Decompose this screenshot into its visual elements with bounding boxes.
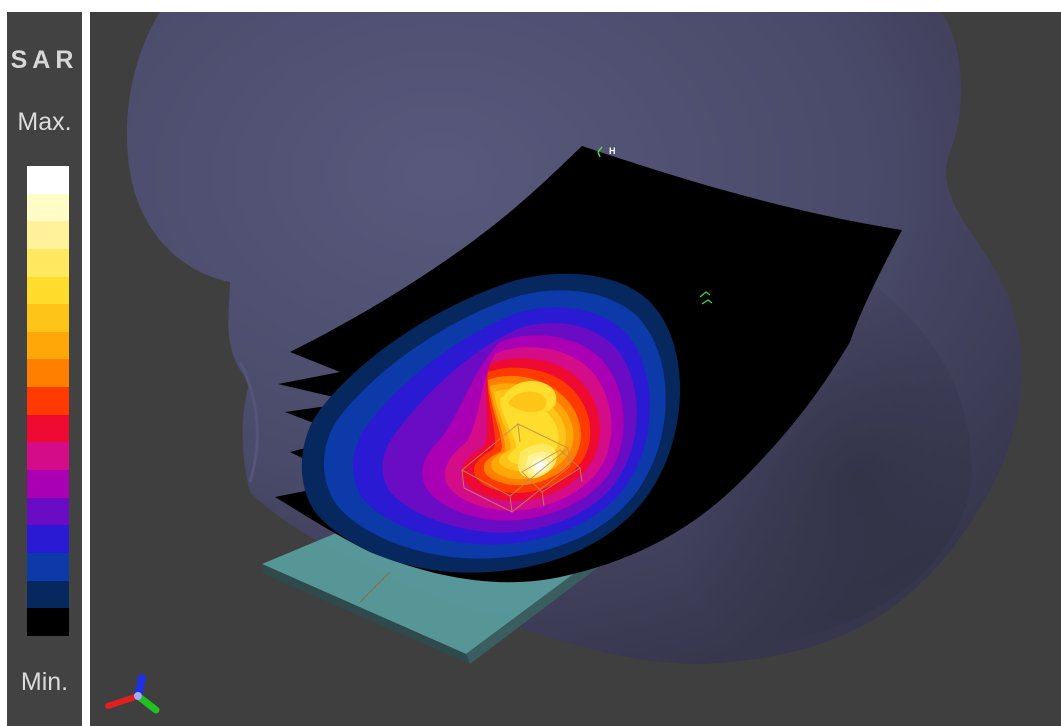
- sar-distribution: [301, 273, 680, 573]
- colorbar-swatch: [27, 193, 69, 222]
- orientation-axes-icon: [105, 674, 160, 714]
- colorbar-swatch: [27, 442, 69, 471]
- colorbar-swatch: [27, 552, 69, 581]
- 3d-viewport[interactable]: H: [90, 12, 1061, 726]
- svg-text:H: H: [609, 146, 616, 156]
- legend-min-label: Min.: [20, 668, 69, 696]
- colorbar-swatch: [27, 248, 69, 277]
- colorbar-swatch: [27, 221, 69, 249]
- colorbar-swatch: [27, 276, 69, 305]
- colorbar-swatch: [27, 497, 69, 526]
- colorbar-swatch: [27, 166, 69, 194]
- colorbar-swatch: [27, 331, 69, 360]
- reference-marker: H: [597, 146, 713, 305]
- scene-render: H: [105, 12, 1022, 714]
- colorbar-swatch: [27, 304, 69, 332]
- colorbar-swatch: [27, 470, 69, 498]
- colorbar-swatch: [27, 387, 69, 415]
- colorbar-swatch: [27, 608, 69, 636]
- sar-colorbar: [27, 166, 69, 636]
- legend-max-label: Max.: [17, 108, 72, 136]
- colorbar-swatch: [27, 414, 69, 443]
- colorbar-swatch: [27, 525, 69, 553]
- antenna-wireframe: [461, 423, 583, 513]
- colorbar-swatch: [27, 359, 69, 388]
- sar-legend-panel: SAR Max. Min.: [7, 12, 82, 726]
- colorbar-swatch: [27, 580, 69, 609]
- legend-title: SAR: [10, 46, 79, 74]
